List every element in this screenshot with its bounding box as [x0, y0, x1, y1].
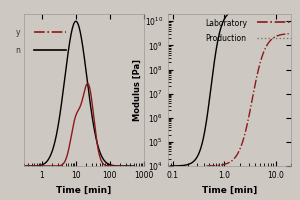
Text: n: n [16, 46, 20, 55]
Text: Production: Production [205, 34, 246, 43]
Text: y: y [16, 28, 20, 37]
Y-axis label: Modulus [Pa]: Modulus [Pa] [133, 59, 142, 121]
Text: Laboratory: Laboratory [205, 19, 247, 28]
X-axis label: Time [min]: Time [min] [56, 185, 112, 194]
X-axis label: Time [min]: Time [min] [202, 185, 257, 194]
